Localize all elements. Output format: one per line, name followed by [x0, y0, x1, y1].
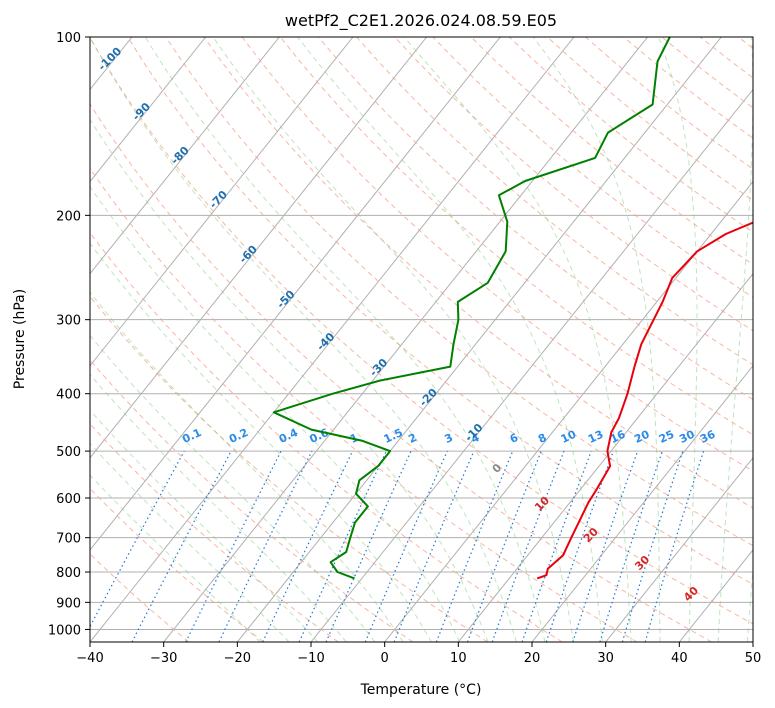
- temperature-profile: [536, 221, 753, 580]
- moist-adiabat: [658, 37, 698, 642]
- mixing-ratio-label: 16: [608, 428, 628, 446]
- dry-adiabat: [90, 103, 712, 642]
- dry-adiabat: [318, 37, 753, 401]
- isotherm: [236, 37, 722, 642]
- axes: −40 −30 −20 −10 0 10 20 30 40 50 100 200 300 400 500 60…: [48, 31, 761, 666]
- mixing-ratio-label: 25: [657, 428, 676, 446]
- x-tick-label: −20: [224, 651, 251, 666]
- mixing-ratio-line: [262, 450, 354, 642]
- moist-adiabat: [90, 118, 489, 642]
- moist-adiabat: [403, 37, 632, 642]
- dry-adiabat: [90, 295, 488, 642]
- x-tick-label: 20: [524, 651, 541, 666]
- y-tick-label: 600: [56, 492, 81, 507]
- y-tick-label: 700: [56, 532, 81, 547]
- x-tick-label: 10: [450, 651, 467, 666]
- moist-adiabat: [90, 334, 376, 642]
- dry-adiabat: [90, 553, 190, 642]
- isotherm: [457, 272, 753, 642]
- moist-adiabat: [90, 373, 347, 642]
- mixing-ratio-line: [572, 450, 639, 642]
- y-tick-label: 400: [56, 388, 81, 403]
- dewpoint-profile: [272, 37, 671, 580]
- mixing-ratio-line: [599, 450, 663, 642]
- isotherm: [90, 37, 501, 551]
- x-tick-label: 0: [381, 651, 389, 666]
- isotherm: [605, 457, 753, 642]
- dry-adiabat: [90, 231, 563, 642]
- y-tick-label: 900: [56, 596, 81, 611]
- moist-adiabat: [90, 37, 517, 642]
- x-tick-label: −30: [150, 651, 177, 666]
- mixing-ratio-label: 10: [559, 428, 579, 446]
- mixing-ratio-label: 36: [698, 428, 718, 446]
- isotherm: [163, 37, 649, 642]
- mixing-ratio-line: [435, 450, 514, 642]
- mixing-ratio-label: 20: [632, 428, 652, 446]
- x-axis-label: Temperature (°C): [360, 682, 482, 698]
- mixing-ratio-line: [644, 450, 705, 642]
- isotherm: [90, 37, 280, 275]
- y-tick-label: 200: [56, 209, 81, 224]
- isotherm: [90, 37, 428, 459]
- moist-adiabat: [90, 409, 319, 642]
- y-axis-label: Pressure (hPa): [12, 289, 28, 389]
- dry-adiabat: [165, 37, 753, 547]
- mixing-ratio-line: [218, 450, 313, 642]
- dry-adiabat: [90, 487, 264, 642]
- dry-adiabat: [203, 37, 753, 509]
- x-tick-label: −40: [76, 651, 103, 666]
- moist-adiabat: [90, 185, 461, 642]
- y-tick-label: 100: [56, 31, 81, 46]
- moist-adiabat: [532, 37, 661, 642]
- dry-adiabat: [279, 37, 753, 436]
- y-tick-label: 800: [56, 566, 81, 581]
- isotherm: [90, 37, 575, 642]
- x-tick-label: 30: [597, 651, 614, 666]
- isotherm: [531, 364, 753, 642]
- y-tick-label: 300: [56, 314, 81, 329]
- dry-adiabat: [394, 37, 753, 332]
- chart-title: wetPf2_C2E1.2026.024.08.59.E05: [285, 11, 557, 31]
- mixing-ratio-line: [621, 450, 684, 642]
- mixing-ratio-label: 30: [677, 428, 697, 446]
- moist-adiabat: [717, 37, 753, 642]
- isotherm: [90, 37, 354, 367]
- isotherm: [90, 37, 207, 183]
- moist-adiabat: [297, 37, 603, 642]
- mixing-ratio-line: [298, 450, 387, 642]
- isotherm: [384, 180, 753, 642]
- x-tick-label: 50: [745, 651, 762, 666]
- moist-adiabat: [144, 37, 546, 642]
- plot-frame: [89, 36, 754, 643]
- y-tick-label: 500: [56, 445, 81, 460]
- moist-adiabat: [90, 242, 432, 642]
- dry-adiabat: [90, 359, 414, 642]
- dry-adiabat: [90, 37, 753, 625]
- mixing-ratio-line: [90, 450, 185, 628]
- moist-adiabat: [212, 37, 575, 642]
- y-tick-label: 1000: [48, 623, 81, 638]
- dry-adiabat: [127, 37, 753, 586]
- dry-adiabat: [90, 167, 638, 642]
- mixing-ratio-line: [466, 450, 542, 642]
- x-tick-label: 40: [671, 651, 688, 666]
- mixing-ratio-label: 13: [586, 428, 605, 446]
- x-tick-label: −10: [297, 651, 324, 666]
